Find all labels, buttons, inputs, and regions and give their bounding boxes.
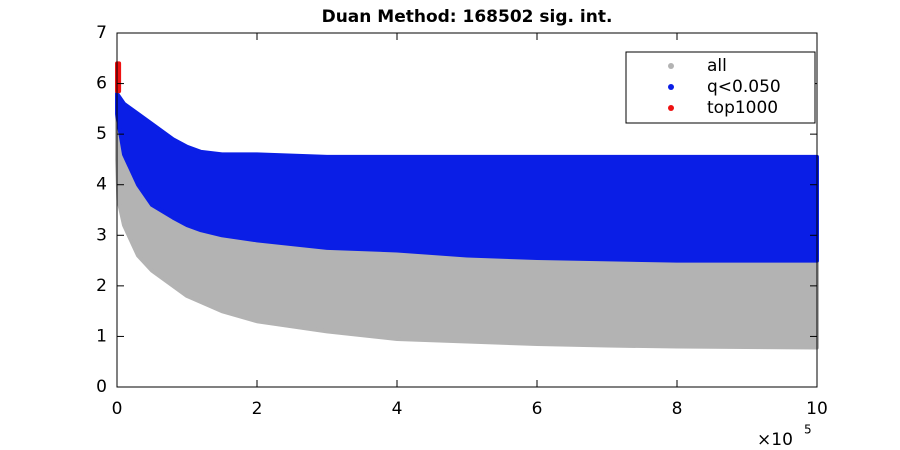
- x-tick-label: 8: [672, 399, 683, 419]
- x-tick-label: 2: [252, 399, 263, 419]
- axes-box: [116, 32, 818, 388]
- y-tick-label: 2: [96, 276, 107, 296]
- x-tick-label: 10: [806, 399, 828, 419]
- y-tick-label: 4: [96, 175, 107, 195]
- legend-label: q<0.050: [707, 77, 781, 97]
- legend-marker: [668, 63, 674, 69]
- x-tick-label: 6: [532, 399, 543, 419]
- y-tick-label: 6: [96, 74, 107, 94]
- chart-title: Duan Method: 168502 sig. int.: [322, 7, 613, 27]
- legend-box: [625, 51, 816, 124]
- legend-marker: [668, 84, 674, 90]
- y-tick-label: 3: [96, 225, 107, 245]
- x-tick-label: 0: [112, 399, 123, 419]
- y-tick-label: 5: [96, 124, 107, 144]
- x-exponent-power: 5: [804, 423, 812, 437]
- y-tick-label: 0: [96, 377, 107, 397]
- x-tick-label: 4: [392, 399, 403, 419]
- legend-label: top1000: [707, 98, 778, 118]
- legend-label: all: [707, 56, 727, 76]
- y-tick-label: 7: [96, 23, 107, 43]
- y-tick-label: 1: [96, 326, 107, 346]
- x-exponent-base: ×10: [757, 430, 793, 450]
- legend-marker: [668, 105, 674, 111]
